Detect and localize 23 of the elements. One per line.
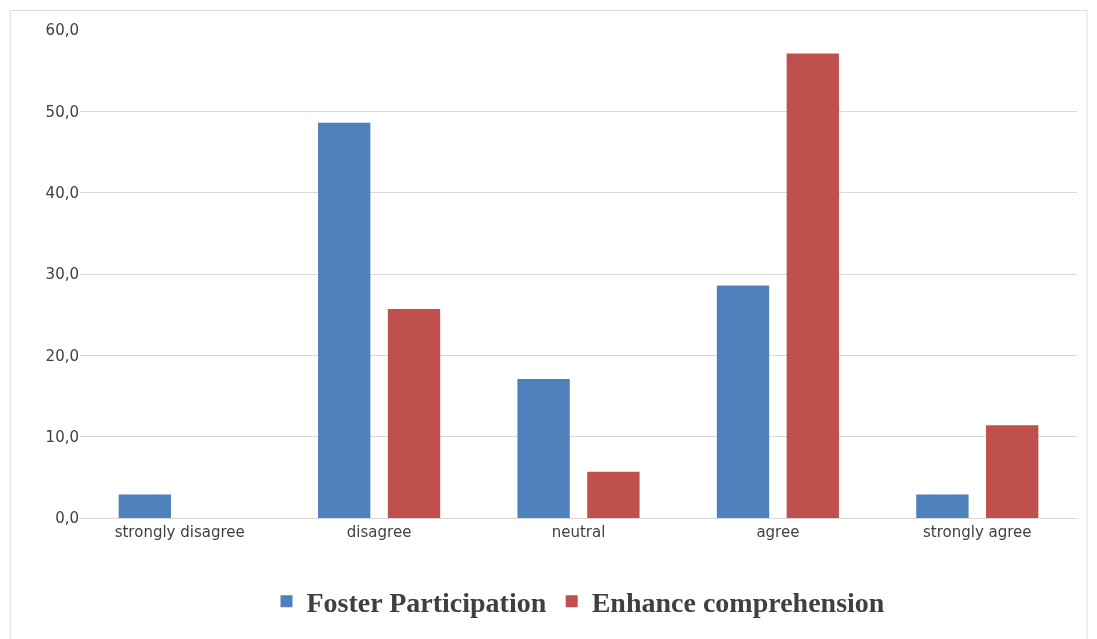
x-tick-label: strongly agree bbox=[923, 523, 1032, 541]
bar bbox=[517, 378, 570, 518]
x-tick-label: agree bbox=[756, 523, 800, 541]
legend-label: Enhance comprehension bbox=[591, 587, 885, 619]
bar bbox=[986, 425, 1039, 518]
y-tick-label: 60,0 bbox=[45, 21, 79, 40]
x-tick-label: disagree bbox=[346, 523, 412, 541]
bar bbox=[318, 122, 371, 518]
y-tick-label: 20,0 bbox=[45, 346, 79, 365]
x-tick-label: strongly disagree bbox=[114, 523, 245, 541]
y-tick-label: 30,0 bbox=[45, 265, 79, 284]
y-tick-label: 10,0 bbox=[45, 427, 79, 446]
bar bbox=[587, 471, 640, 518]
bar bbox=[786, 53, 839, 518]
bar bbox=[387, 308, 441, 518]
y-tick-label: 0,0 bbox=[55, 509, 79, 528]
x-tick-label: neutral bbox=[551, 523, 606, 541]
y-tick-label: 50,0 bbox=[45, 102, 79, 121]
bar bbox=[916, 494, 969, 518]
bar bbox=[118, 494, 171, 518]
y-tick-label: 40,0 bbox=[45, 183, 79, 202]
bar bbox=[716, 285, 770, 518]
legend-label: Foster Participation bbox=[306, 587, 547, 619]
